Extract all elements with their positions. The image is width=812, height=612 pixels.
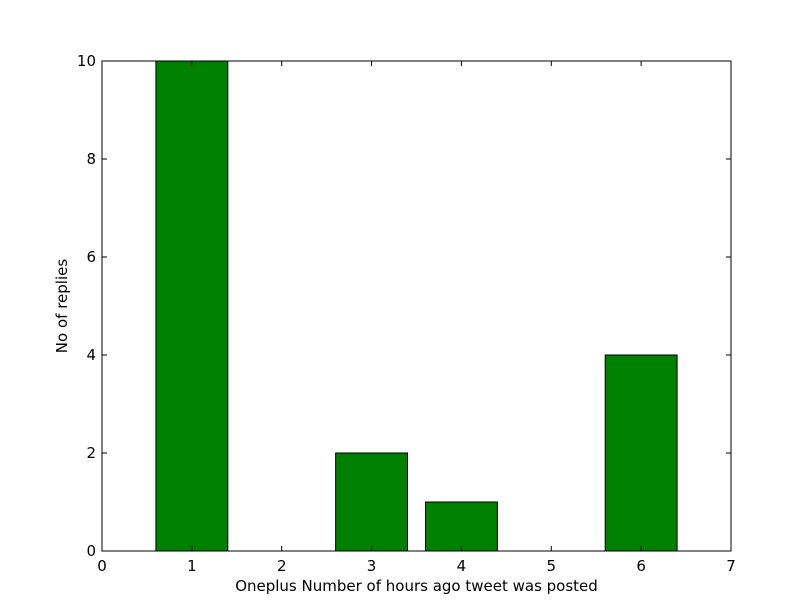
- y-tick-label-0: 0: [86, 542, 96, 560]
- bars-group: [155, 60, 678, 552]
- y-tick-label-8: 8: [86, 150, 96, 168]
- bar-x-1: [155, 60, 229, 552]
- x-tick-label-4: 4: [457, 557, 467, 575]
- y-tick-label-10: 10: [77, 52, 96, 70]
- x-tick-label-6: 6: [636, 557, 646, 575]
- x-tick-label-3: 3: [367, 557, 377, 575]
- x-tick-label-1: 1: [187, 557, 197, 575]
- x-tick-label-0: 0: [97, 557, 107, 575]
- bar-x-6: [604, 354, 678, 552]
- y-axis-label: No of replies: [53, 259, 71, 354]
- y-tick-label-4: 4: [86, 346, 96, 364]
- bar-x-4: [424, 501, 498, 552]
- x-tick-label-2: 2: [277, 557, 287, 575]
- plot-frame: [101, 60, 732, 552]
- x-axis-label: Oneplus Number of hours ago tweet was po…: [235, 577, 598, 595]
- x-tick-label-7: 7: [726, 557, 736, 575]
- tick-labels-group: 0 1 2 3 4 5 6 7 0 2 4 6 8 10: [77, 52, 736, 575]
- x-tick-label-5: 5: [547, 557, 557, 575]
- y-tick-label-2: 2: [86, 444, 96, 462]
- y-tick-label-6: 6: [86, 248, 96, 266]
- bar-x-3: [335, 452, 409, 552]
